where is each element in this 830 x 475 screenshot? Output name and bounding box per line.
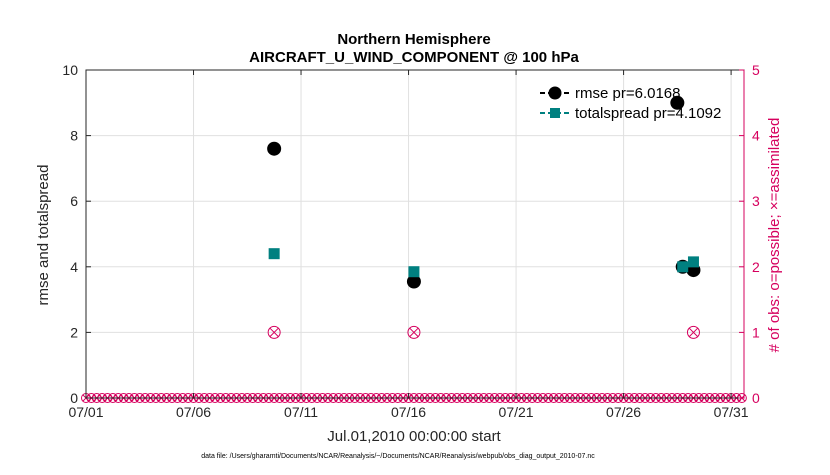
y-right-tick-label: 5 [752,62,760,78]
obs-possible-marker [686,325,700,339]
x-tick-label: 07/11 [284,404,318,420]
totalspread-point [687,256,699,268]
y-left-tick-label: 8 [70,128,78,144]
y-right-tick-label: 0 [752,390,760,406]
obs-assimilated-marker [409,327,419,338]
y-left-tick-label: 4 [70,259,78,275]
obs-possible-marker [267,325,281,339]
obs-possible-marker [407,325,421,339]
y-right-tick-label: 1 [752,324,760,340]
chart-subtitle: AIRCRAFT_U_WIND_COMPONENT @ 100 hPa [249,49,579,66]
rmse-point [267,141,282,156]
x-tick-label: 07/01 [68,404,103,420]
x-tick-label: 07/21 [499,404,534,420]
y-right-tick-label: 3 [752,193,760,209]
y-right-tick-label: 2 [752,259,760,275]
totalspread-point [408,266,420,278]
legend: rmse pr=6.0168 totalspread pr=4.1092 [540,85,721,122]
y-left-tick-label: 2 [70,324,78,340]
x-axis-label: Jul.01,2010 00:00:00 start [327,428,501,445]
totalspread-point [268,248,280,260]
totalspread-point [677,261,689,273]
series-layer [267,95,701,289]
obs-assimilated-marker [688,327,699,338]
legend-label-rmse: rmse pr=6.0168 [575,85,680,102]
rmse-point [670,95,685,110]
y-axis-right-label: # of obs: o=possible; ×=assimilated [766,118,783,353]
legend-marker-rmse [548,86,562,100]
data-file-footnote: data file: /Users/gharamti/Documents/NCA… [201,453,595,460]
y-left-tick-label: 10 [62,62,78,78]
y-axis-left-label: rmse and totalspread [35,165,52,306]
x-tick-label: 07/06 [176,404,211,420]
x-tick-label: 07/31 [714,404,749,420]
axes-layer: 07/01 07/06 07/11 07/16 07/21 07/26 07/3102468… [62,62,760,420]
obs-assimilated-marker [269,327,279,338]
x-tick-label: 07/16 [391,404,426,420]
legend-label-totalspread: totalspread pr=4.1092 [575,105,721,122]
y-right-tick-label: 4 [752,128,760,144]
chart-title: Northern Hemisphere [337,31,490,48]
x-tick-label: 07/26 [606,404,641,420]
y-left-tick-label: 6 [70,193,78,209]
y-left-tick-label: 0 [70,390,78,406]
legend-marker-totalspread [550,108,560,118]
